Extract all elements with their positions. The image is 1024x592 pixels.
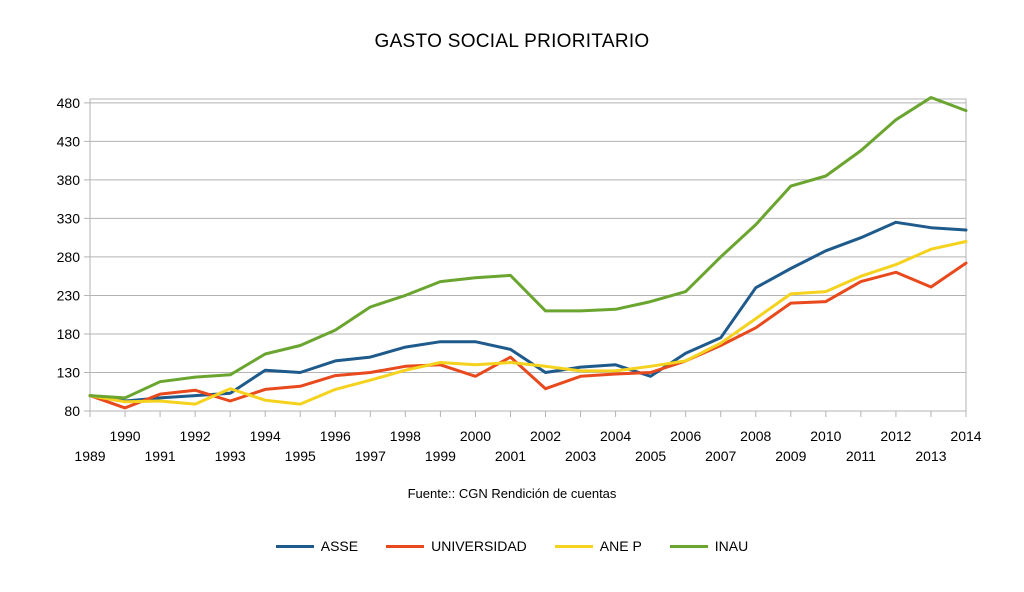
y-tick-label: 330 bbox=[57, 210, 81, 226]
x-tick-label: 2003 bbox=[565, 448, 596, 464]
x-tick-label: 2009 bbox=[775, 448, 806, 464]
x-tick-label: 1997 bbox=[355, 448, 386, 464]
legend-label: ASSE bbox=[320, 538, 359, 554]
series-lines bbox=[88, 96, 968, 410]
x-tick-label: 1989 bbox=[74, 448, 105, 464]
x-tick-label: 2008 bbox=[740, 428, 771, 444]
y-tick-label: 380 bbox=[57, 172, 81, 188]
legend-swatch bbox=[275, 544, 314, 548]
legend-swatch bbox=[386, 544, 425, 548]
x-tick-label: 1998 bbox=[390, 428, 421, 444]
x-tick-label: 2004 bbox=[600, 428, 631, 444]
source-note: Fuente:: CGN Rendición de cuentas bbox=[407, 486, 617, 501]
x-tick-label: 1990 bbox=[109, 428, 140, 444]
x-tick-label: 2010 bbox=[810, 428, 841, 444]
y-tick-label: 430 bbox=[57, 133, 81, 149]
series-line-ane-p bbox=[88, 240, 968, 406]
y-tick-label: 180 bbox=[57, 326, 81, 342]
legend-item: INAU bbox=[669, 538, 749, 554]
y-tick-label: 480 bbox=[57, 95, 81, 111]
legend-item: ANE P bbox=[554, 538, 642, 554]
x-tick-label: 2012 bbox=[880, 428, 911, 444]
x-tick-label: 1994 bbox=[250, 428, 281, 444]
x-tick-label: 1995 bbox=[285, 448, 316, 464]
x-tick-label: 2011 bbox=[846, 448, 876, 464]
legend-swatch bbox=[669, 544, 708, 548]
axes bbox=[84, 98, 967, 417]
plot-area-frame bbox=[89, 98, 967, 412]
legend-item: ASSE bbox=[275, 538, 359, 554]
x-tick-label: 2002 bbox=[530, 428, 561, 444]
chart-title: GASTO SOCIAL PRIORITARIO bbox=[374, 31, 650, 52]
legend-swatch bbox=[554, 544, 593, 548]
series-line-universidad bbox=[88, 261, 968, 410]
legend-label: UNIVERSIDAD bbox=[431, 538, 527, 554]
legend: ASSE UNIVERSIDAD ANE P INAU bbox=[0, 538, 1024, 554]
x-tick-label: 1993 bbox=[215, 448, 246, 464]
x-tick-label: 1991 bbox=[145, 448, 176, 464]
x-tick-label: 2006 bbox=[670, 428, 701, 444]
legend-item: UNIVERSIDAD bbox=[386, 538, 527, 554]
x-tick-label: 2007 bbox=[705, 448, 736, 464]
x-tick-label: 2000 bbox=[460, 428, 491, 444]
x-tick-label: 2001 bbox=[495, 448, 526, 464]
x-tick-label: 2013 bbox=[915, 448, 946, 464]
x-tick-label: 1999 bbox=[425, 448, 456, 464]
y-tick-label: 280 bbox=[57, 249, 81, 265]
y-tick-label: 130 bbox=[57, 364, 81, 380]
series-line-inau bbox=[88, 96, 968, 400]
y-tick-label: 80 bbox=[64, 403, 80, 419]
legend-label: INAU bbox=[714, 538, 749, 554]
y-tick-label: 230 bbox=[57, 287, 81, 303]
x-tick-label: 2014 bbox=[950, 428, 981, 444]
x-tick-label: 1996 bbox=[320, 428, 351, 444]
x-tick-label: 1992 bbox=[180, 428, 211, 444]
legend-label: ANE P bbox=[599, 538, 642, 554]
x-tick-label: 2005 bbox=[635, 448, 666, 464]
